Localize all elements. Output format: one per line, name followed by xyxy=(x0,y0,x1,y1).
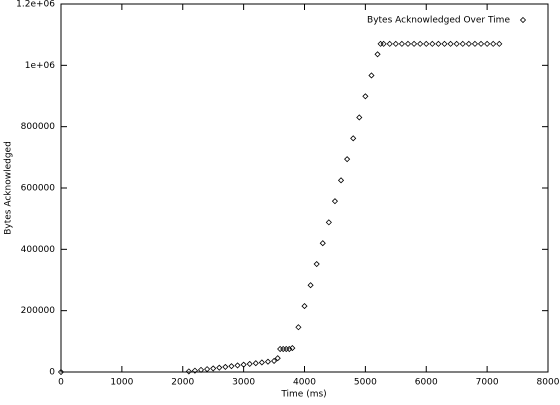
point xyxy=(331,198,339,205)
point xyxy=(307,282,314,289)
plot-frame xyxy=(60,3,549,373)
point xyxy=(204,366,211,373)
point xyxy=(258,359,265,366)
point xyxy=(197,366,205,373)
legend-label: Bytes Acknowledged Over Time xyxy=(367,16,510,26)
x-tick-label: 3000 xyxy=(232,378,255,388)
point xyxy=(301,303,308,310)
point xyxy=(246,360,253,368)
point xyxy=(471,40,479,47)
x-tick-label: 2000 xyxy=(171,378,194,388)
point xyxy=(429,40,436,47)
y-axis-label: Bytes Acknowledged xyxy=(4,141,14,235)
point xyxy=(453,40,460,47)
point xyxy=(337,177,345,184)
x-tick-label: 7000 xyxy=(476,378,499,388)
x-tick-label: 1000 xyxy=(110,378,133,388)
point xyxy=(252,360,259,367)
point xyxy=(222,363,229,370)
point xyxy=(411,40,418,47)
point xyxy=(319,240,326,247)
point xyxy=(484,40,491,47)
x-tick-label: 8000 xyxy=(537,378,560,388)
point xyxy=(386,40,393,47)
x-tick-label: 4000 xyxy=(293,378,316,388)
y-tick-label: 1e+06 xyxy=(25,61,56,71)
point xyxy=(380,40,387,47)
x-tick-label: 0 xyxy=(58,378,64,388)
x-tick-label: 5000 xyxy=(354,378,377,388)
y-tick-label: 800000 xyxy=(21,122,56,132)
point xyxy=(435,40,442,47)
point xyxy=(57,368,65,376)
y-tick-label: 600000 xyxy=(21,184,56,194)
point xyxy=(274,355,281,362)
point xyxy=(441,40,448,47)
point xyxy=(240,361,247,368)
point xyxy=(417,40,424,47)
point xyxy=(423,40,430,47)
point xyxy=(325,219,332,226)
point xyxy=(344,156,351,163)
point xyxy=(459,40,466,47)
x-tick-label: 6000 xyxy=(415,378,438,388)
point xyxy=(228,363,235,370)
legend-marker xyxy=(519,16,527,24)
y-tick-label: 200000 xyxy=(21,306,56,316)
point xyxy=(191,367,198,374)
point xyxy=(286,345,293,353)
point xyxy=(216,364,223,371)
point xyxy=(368,72,375,79)
point xyxy=(465,40,472,47)
point xyxy=(404,40,412,47)
point xyxy=(270,357,278,365)
point xyxy=(356,114,363,121)
point xyxy=(392,40,399,47)
y-tick-label: 0 xyxy=(49,368,55,378)
point xyxy=(234,362,241,369)
point xyxy=(447,40,454,47)
point xyxy=(210,365,217,372)
point xyxy=(313,260,320,268)
x-axis-label: Time (ms) xyxy=(280,390,326,400)
point xyxy=(477,40,485,47)
point xyxy=(496,40,503,47)
point xyxy=(362,93,369,100)
y-tick-label: 1.2e+06 xyxy=(16,0,55,10)
point xyxy=(374,51,381,58)
y-tick-label: 400000 xyxy=(21,245,56,255)
point xyxy=(398,40,405,47)
point xyxy=(490,40,497,47)
point xyxy=(289,345,296,352)
point xyxy=(350,135,357,142)
point xyxy=(295,324,302,331)
point xyxy=(264,358,272,365)
point xyxy=(185,368,192,375)
